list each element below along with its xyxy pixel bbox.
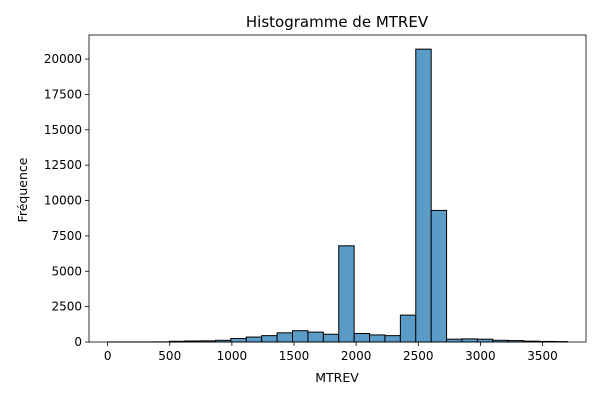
x-tick-label: 500 (158, 349, 181, 363)
x-axis-label: MTREV (315, 370, 359, 385)
x-tick-label: 0 (104, 349, 112, 363)
y-axis: 0 2500 5000 7500 10000 12500 15000 17500 20000 (44, 52, 89, 349)
bars-group (107, 48, 568, 343)
x-tick-label: 1000 (217, 349, 248, 363)
x-tick-label: 3000 (465, 349, 496, 363)
histogram-bar-23 (461, 338, 478, 343)
x-axis: 0 500 1000 1500 2000 2500 3000 3500 (104, 342, 558, 363)
histogram-bar-18 (384, 335, 401, 343)
y-tick-label: 20000 (44, 52, 82, 66)
histogram-bar-16 (353, 333, 371, 343)
y-tick-label: 5000 (51, 264, 82, 278)
y-tick-label: 2500 (51, 300, 82, 314)
histogram-bar-17 (369, 334, 386, 343)
x-tick-label: 3500 (527, 349, 558, 363)
y-tick-label: 10000 (44, 194, 82, 208)
histogram-bar-9 (245, 336, 263, 343)
x-tick-label: 2500 (403, 349, 434, 363)
x-tick-label: 2000 (341, 349, 372, 363)
y-tick-label: 12500 (44, 158, 82, 172)
histogram-bar-14 (322, 333, 340, 343)
histogram-bar-11 (276, 332, 294, 343)
x-tick-label: 1500 (279, 349, 310, 363)
y-tick-label: 0 (74, 335, 82, 349)
y-tick-label: 7500 (51, 229, 82, 243)
histogram-bar-10 (261, 335, 278, 343)
histogram-bar-24 (476, 338, 494, 343)
histogram-bar-22 (446, 338, 463, 343)
histogram-bar-15 (338, 245, 355, 343)
y-tick-label: 15000 (44, 123, 82, 137)
histogram-bar-12 (292, 330, 309, 343)
y-tick-label: 17500 (44, 87, 82, 101)
histogram-bar-20 (415, 48, 432, 343)
plot-area-frame (88, 34, 587, 343)
y-axis-label: Fréquence (15, 157, 30, 222)
chart-title: Histogramme de MTREV (246, 13, 429, 31)
histogram-bar-13 (307, 331, 324, 343)
histogram-bar-21 (430, 209, 448, 343)
histogram-bar-8 (230, 337, 247, 343)
histogram-bar-19 (399, 314, 417, 343)
